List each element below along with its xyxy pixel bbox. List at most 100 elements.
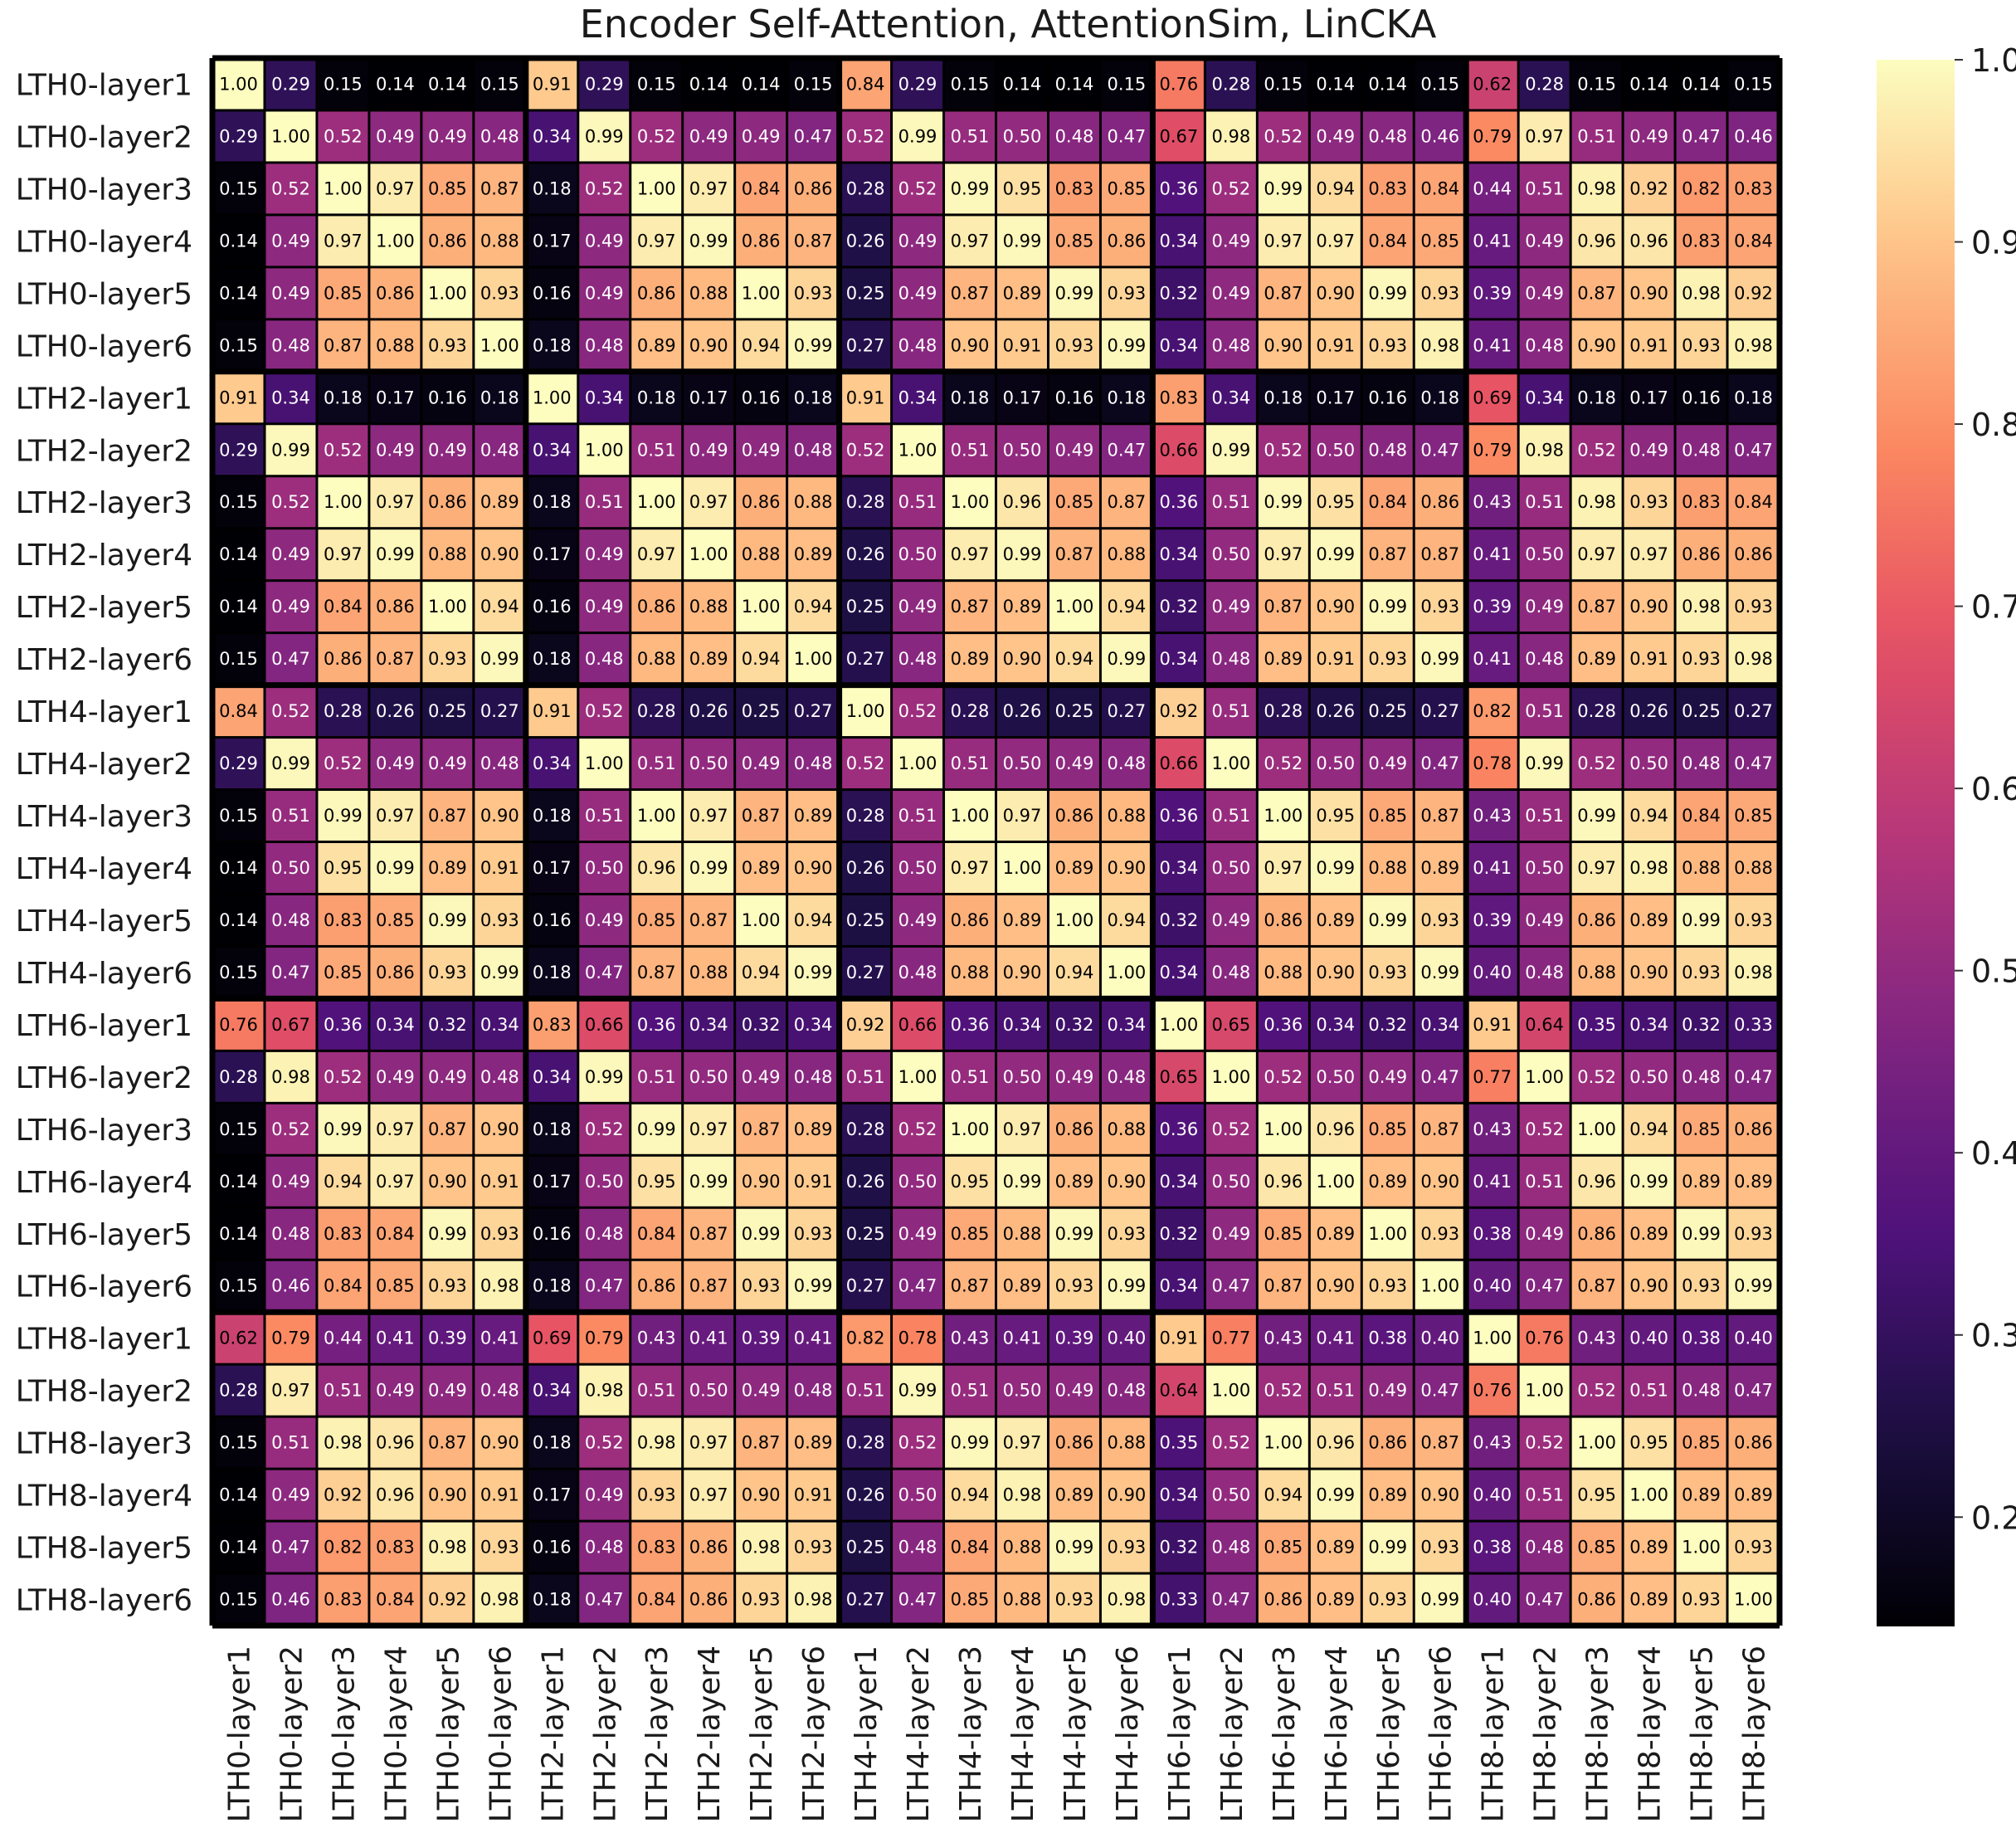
heatmap-cell xyxy=(579,843,630,893)
heatmap-cell xyxy=(788,1104,839,1154)
cell-value-label: 0.85 xyxy=(376,1276,415,1296)
cell-value-label: 0.86 xyxy=(376,597,415,617)
heatmap-cell xyxy=(1153,320,1204,371)
heatmap-cell xyxy=(684,1208,734,1259)
cell-value-label: 0.49 xyxy=(742,440,781,460)
cell-value-label: 0.25 xyxy=(1682,701,1721,721)
cell-value-label: 0.88 xyxy=(1108,1433,1147,1453)
cell-value-label: 0.36 xyxy=(951,1015,990,1035)
cell-value-label: 0.85 xyxy=(1055,492,1094,512)
cell-value-label: 0.93 xyxy=(1368,649,1407,669)
heatmap-cell xyxy=(213,582,264,632)
heatmap-cell xyxy=(631,1574,682,1625)
heatmap-cell xyxy=(1362,1260,1413,1311)
cell-value-label: 0.99 xyxy=(1420,649,1459,669)
cell-value-label: 0.48 xyxy=(1108,753,1147,773)
heatmap-cell xyxy=(631,1522,682,1572)
heatmap-cell xyxy=(527,791,577,841)
cell-value-label: 0.28 xyxy=(1264,701,1303,721)
heatmap-cell xyxy=(1571,268,1622,319)
heatmap-cell xyxy=(265,895,316,945)
heatmap-cell xyxy=(265,582,316,632)
heatmap-cell xyxy=(736,216,786,266)
cell-value-label: 0.90 xyxy=(1108,858,1147,878)
cell-value-label: 0.41 xyxy=(1003,1329,1042,1348)
heatmap-cell xyxy=(1676,1470,1726,1520)
heatmap-cell xyxy=(1101,1051,1152,1102)
column-tick-label: LTH0-layer3 xyxy=(327,1646,361,1822)
heatmap-cell xyxy=(475,1574,525,1625)
heatmap-cell xyxy=(1153,999,1204,1050)
cell-value-label: 0.91 xyxy=(1159,1329,1198,1348)
cell-value-label: 0.86 xyxy=(1368,1433,1407,1453)
heatmap-cell xyxy=(997,477,1047,528)
cell-value-label: 1.00 xyxy=(637,806,676,826)
cell-value-label: 0.84 xyxy=(1420,178,1459,198)
cell-value-label: 1.00 xyxy=(1264,806,1303,826)
heatmap-cell xyxy=(1676,425,1726,475)
heatmap-cell xyxy=(945,1365,995,1416)
heatmap-cell xyxy=(840,1051,891,1102)
cell-value-label: 0.86 xyxy=(1577,1590,1616,1610)
cell-value-label: 0.32 xyxy=(1159,1538,1198,1558)
cell-value-label: 0.93 xyxy=(794,1538,833,1558)
cell-value-label: 0.51 xyxy=(271,806,310,826)
cell-value-label: 0.85 xyxy=(1682,1433,1721,1453)
cell-value-label: 0.98 xyxy=(1734,963,1773,982)
heatmap-cell xyxy=(1571,111,1622,162)
cell-value-label: 0.98 xyxy=(585,1381,624,1401)
cell-value-label: 0.97 xyxy=(689,492,728,512)
cell-value-label: 0.51 xyxy=(1211,806,1250,826)
cell-value-label: 0.93 xyxy=(1734,1224,1773,1244)
heatmap-cell xyxy=(213,947,264,997)
cell-value-label: 0.94 xyxy=(1629,1119,1668,1139)
cell-value-label: 0.15 xyxy=(637,74,676,94)
cell-value-label: 0.48 xyxy=(271,1224,310,1244)
heatmap-cell xyxy=(318,947,368,997)
heatmap-cell xyxy=(1153,425,1204,475)
cell-value-label: 1.00 xyxy=(480,335,519,355)
row-tick-label: LTH4-layer4 xyxy=(16,852,192,886)
heatmap-cells xyxy=(212,58,1780,1626)
heatmap-cell xyxy=(1624,947,1674,997)
heatmap-cell xyxy=(318,163,368,214)
cell-value-label: 0.32 xyxy=(1159,597,1198,617)
heatmap-cell xyxy=(1467,1417,1517,1468)
heatmap-cell xyxy=(475,1260,525,1311)
heatmap-cell xyxy=(788,1156,839,1207)
heatmap-cell xyxy=(631,268,682,319)
cell-value-label: 0.15 xyxy=(219,963,258,982)
cell-value-label: 0.50 xyxy=(1316,753,1355,773)
heatmap-cell xyxy=(318,739,368,789)
heatmap-cell xyxy=(1624,895,1674,945)
heatmap-cell xyxy=(1415,268,1465,319)
cell-value-label: 0.40 xyxy=(1473,963,1512,982)
cell-value-label: 0.90 xyxy=(1629,283,1668,303)
cell-value-label: 0.65 xyxy=(1159,1067,1198,1087)
heatmap-cell xyxy=(1101,895,1152,945)
heatmap-cell xyxy=(1258,1104,1308,1154)
heatmap-cell xyxy=(265,739,316,789)
heatmap-cell xyxy=(1258,373,1308,423)
heatmap-cell xyxy=(684,1051,734,1102)
cell-value-label: 0.89 xyxy=(794,1433,833,1453)
heatmap-cell xyxy=(997,582,1047,632)
cell-value-label: 1.00 xyxy=(1629,1485,1668,1505)
group-separators xyxy=(209,55,1783,1629)
cell-value-label: 0.93 xyxy=(1420,597,1459,617)
row-tick-label: LTH6-layer3 xyxy=(16,1114,192,1148)
heatmap-cell xyxy=(1153,1156,1204,1207)
cell-value-label: 0.40 xyxy=(1473,1276,1512,1296)
cell-value-label: 0.67 xyxy=(1159,126,1198,146)
heatmap-cell xyxy=(1310,1156,1361,1207)
cell-value-label: 0.99 xyxy=(1682,1224,1721,1244)
heatmap-cell xyxy=(1205,1522,1256,1572)
cell-value-label: 0.18 xyxy=(637,388,676,407)
heatmap-cell xyxy=(213,373,264,423)
heatmap-cell xyxy=(997,739,1047,789)
heatmap-cell xyxy=(1258,268,1308,319)
cell-value-label: 0.14 xyxy=(219,283,258,303)
cell-value-label: 0.85 xyxy=(1420,231,1459,251)
cell-value-label: 0.99 xyxy=(1734,1276,1773,1296)
